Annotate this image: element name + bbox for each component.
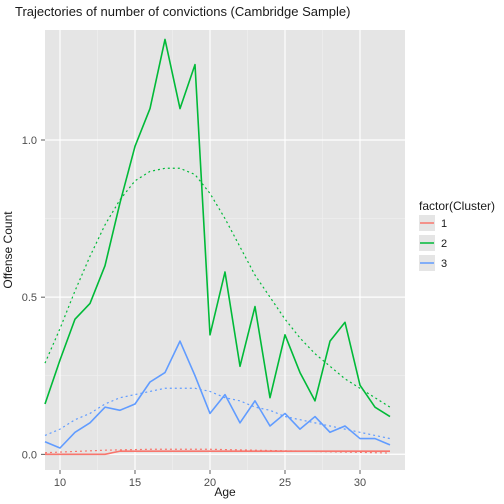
chart-title: Trajectories of number of convictions (C… [15, 4, 351, 19]
y-axis-label: Offense Count [1, 211, 15, 289]
legend-title: factor(Cluster) [419, 199, 495, 213]
x-axis-label: Age [214, 485, 236, 499]
y-tick-label: 0.5 [22, 292, 37, 304]
legend-label: 1 [441, 218, 447, 230]
x-tick-label: 25 [279, 477, 291, 489]
y-tick-label: 0.0 [22, 449, 37, 461]
y-tick-label: 1.0 [22, 135, 37, 147]
plot-panel [45, 30, 405, 470]
trajectory-chart: 10152025300.00.51.0Trajectories of numbe… [0, 0, 504, 504]
x-tick-label: 30 [354, 477, 366, 489]
legend-label: 2 [441, 238, 447, 250]
legend-label: 3 [441, 258, 447, 270]
x-tick-label: 10 [54, 477, 66, 489]
x-tick-label: 15 [129, 477, 141, 489]
